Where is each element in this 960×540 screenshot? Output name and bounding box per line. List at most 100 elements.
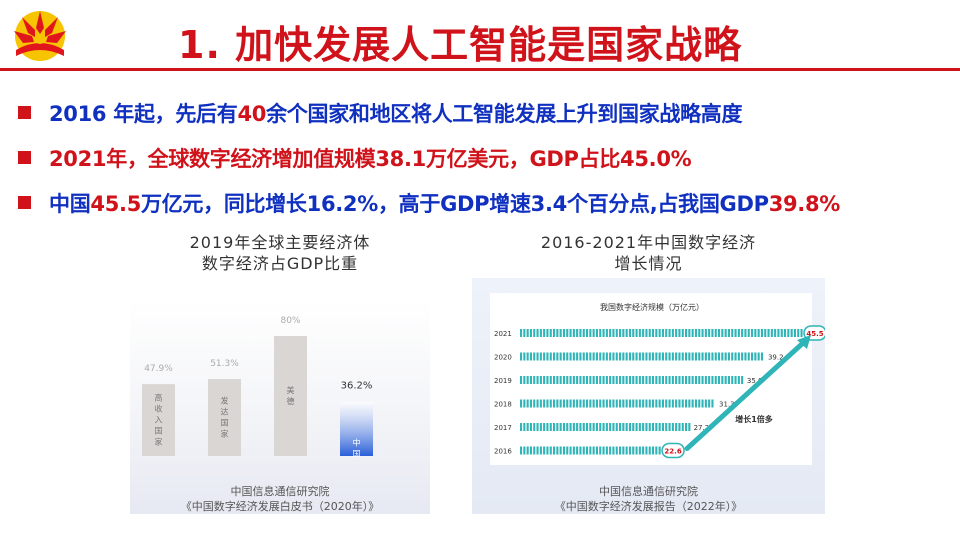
chart2-value-label: 31.3: [719, 401, 735, 409]
chart2-bar-segment: [619, 352, 622, 361]
chart2-bar-segment: [546, 329, 549, 337]
chart2-bar-segment: [645, 352, 648, 361]
bullet-square-icon: [18, 106, 31, 119]
chart2-bar-segment: [760, 329, 763, 337]
chart2-bar-segment: [757, 329, 760, 337]
chart2-bar-segment: [714, 376, 717, 384]
text-run: 40: [237, 101, 267, 126]
chart2-bar-segment: [764, 329, 767, 337]
chart2-bar-segment: [704, 376, 707, 384]
chart1-category-char: 中: [353, 438, 361, 448]
chart2-bar-segment: [668, 376, 671, 384]
chart2-bar-segment: [678, 423, 681, 431]
chart2-bar-segment: [685, 329, 688, 337]
chart2-bar-segment: [668, 399, 671, 408]
chart2-bar-segment: [701, 376, 704, 384]
chart2-bar-segment: [658, 329, 661, 337]
chart2-bar-segment: [582, 446, 585, 455]
chart2-bar-segment: [612, 423, 615, 431]
chart2-bar-segment: [698, 376, 701, 384]
chart2-bar-segment: [556, 399, 559, 408]
chart2-bar-segment: [619, 329, 622, 337]
chart2-bar-segment: [612, 329, 615, 337]
chart2-bar-segment: [615, 446, 618, 455]
chart2-value-label: 35.8: [747, 377, 763, 385]
chart2-bar-segment: [658, 352, 661, 361]
chart2-bar-segment: [559, 399, 562, 408]
chart2-bar-segment: [675, 329, 678, 337]
chart2-bar-segment: [661, 376, 664, 384]
chart2-bar-segment: [576, 329, 579, 337]
chart2-title-line: 增长情况: [614, 254, 683, 273]
chart2-bar-segment: [562, 399, 565, 408]
chart2-bar-segment: [757, 352, 760, 361]
chart2-bar-segment: [592, 399, 595, 408]
chart2-bar-segment: [694, 399, 697, 408]
chart2-bar-segment: [727, 329, 730, 337]
chart2-bar-segment: [718, 329, 721, 337]
chart2-bar-segment: [589, 376, 592, 384]
chart2-bar-segment: [553, 352, 556, 361]
text-run: 美元，GDP占比: [467, 146, 621, 171]
chart2-bar-segment: [668, 423, 671, 431]
chart2-source-org: 中国信息通信研究院: [599, 485, 698, 498]
chart2-bar-segment: [751, 329, 754, 337]
bullet-item: 中国45.5万亿元，同比增长16.2%，高于GDP增速3.4个百分点,占我国GD…: [18, 180, 953, 225]
chart2-bar-segment: [599, 352, 602, 361]
chart2-bar-segment: [685, 399, 688, 408]
chart2-bar-segment: [612, 446, 615, 455]
chart2-bar-segment: [566, 329, 569, 337]
chart2-bar-segment: [605, 352, 608, 361]
chart1-title-line: 数字经济占GDP比重: [201, 254, 359, 273]
chart2-svg: 我国数字经济规模（万亿元） 2021 45.5 2020 39.2 2019 35.8 201…: [490, 293, 827, 465]
chart2-bar-segment: [737, 376, 740, 384]
chart2-bar-segment: [602, 329, 605, 337]
chart2-bar-segment: [556, 352, 559, 361]
chart2-bar-segment: [543, 352, 546, 361]
chart2-bar-segment: [529, 423, 532, 431]
chart2-bar-segment: [708, 329, 711, 337]
chart2-bar-segment: [747, 352, 750, 361]
chart2-bar-segment: [615, 329, 618, 337]
chart2-bar-segment: [569, 446, 572, 455]
bullet-text: 中国45.5万亿元，同比增长16.2%，高于GDP增速3.4个百分点,占我国GD…: [49, 188, 840, 218]
chart2-bar-segment: [605, 376, 608, 384]
chart2-bar-segment: [549, 329, 552, 337]
chart2-bar-segment: [635, 376, 638, 384]
chart2-bar-segment: [638, 376, 641, 384]
chart2-bar-segment: [793, 329, 796, 337]
chart2-bar-segment: [625, 446, 628, 455]
chart1-panel: 47.9% 高收入国家 51.3% 发达国家 80% 美德 36.2% 中国: [130, 300, 430, 514]
chart2-bar-segment: [632, 329, 635, 337]
chart2-bar-segment: [694, 376, 697, 384]
chart2-bar-segment: [635, 446, 638, 455]
chart2-bar-segment: [609, 376, 612, 384]
chart2-bar-segment: [678, 352, 681, 361]
chart2-bar-segment: [655, 352, 658, 361]
chart2-year-label: 2017: [494, 424, 512, 432]
chart2-panel: 我国数字经济规模（万亿元） 2021 45.5 2020 39.2 2019 35.8 201…: [472, 278, 827, 514]
bullet-text: 2016 年起，先后有40余个国家和地区将人工智能发展上升到国家战略高度: [49, 98, 743, 128]
chart2-bar-segment: [790, 329, 793, 337]
text-run: 38.1万亿: [375, 146, 468, 171]
chart2-bar-segment: [665, 399, 668, 408]
chart2-inner-title: 我国数字经济规模（万亿元）: [600, 302, 704, 312]
chart2-bar-segment: [711, 352, 714, 361]
chart2-bar-segment: [615, 399, 618, 408]
chart2-bar-segment: [562, 446, 565, 455]
chart2-bar-segment: [652, 376, 655, 384]
chart2-bar-segment: [655, 399, 658, 408]
chart2-bar-segment: [652, 329, 655, 337]
text-run: 余个国家和地区将人工智能发展上升到国家战略高度: [266, 101, 743, 126]
chart2-bar-segment: [556, 446, 559, 455]
chart2-bar-segment: [569, 376, 572, 384]
chart2-bar-segment: [648, 423, 651, 431]
chart2-bar-segment: [520, 329, 523, 337]
bullet-list: 2016 年起，先后有40余个国家和地区将人工智能发展上升到国家战略高度 202…: [18, 90, 953, 225]
chart2-bar-segment: [727, 352, 730, 361]
chart2-bar-segment: [774, 329, 777, 337]
chart2-bar-segment: [671, 352, 674, 361]
chart2-bar-segment: [543, 423, 546, 431]
chart2-bar-segment: [625, 423, 628, 431]
chart2-bar-segment: [619, 376, 622, 384]
